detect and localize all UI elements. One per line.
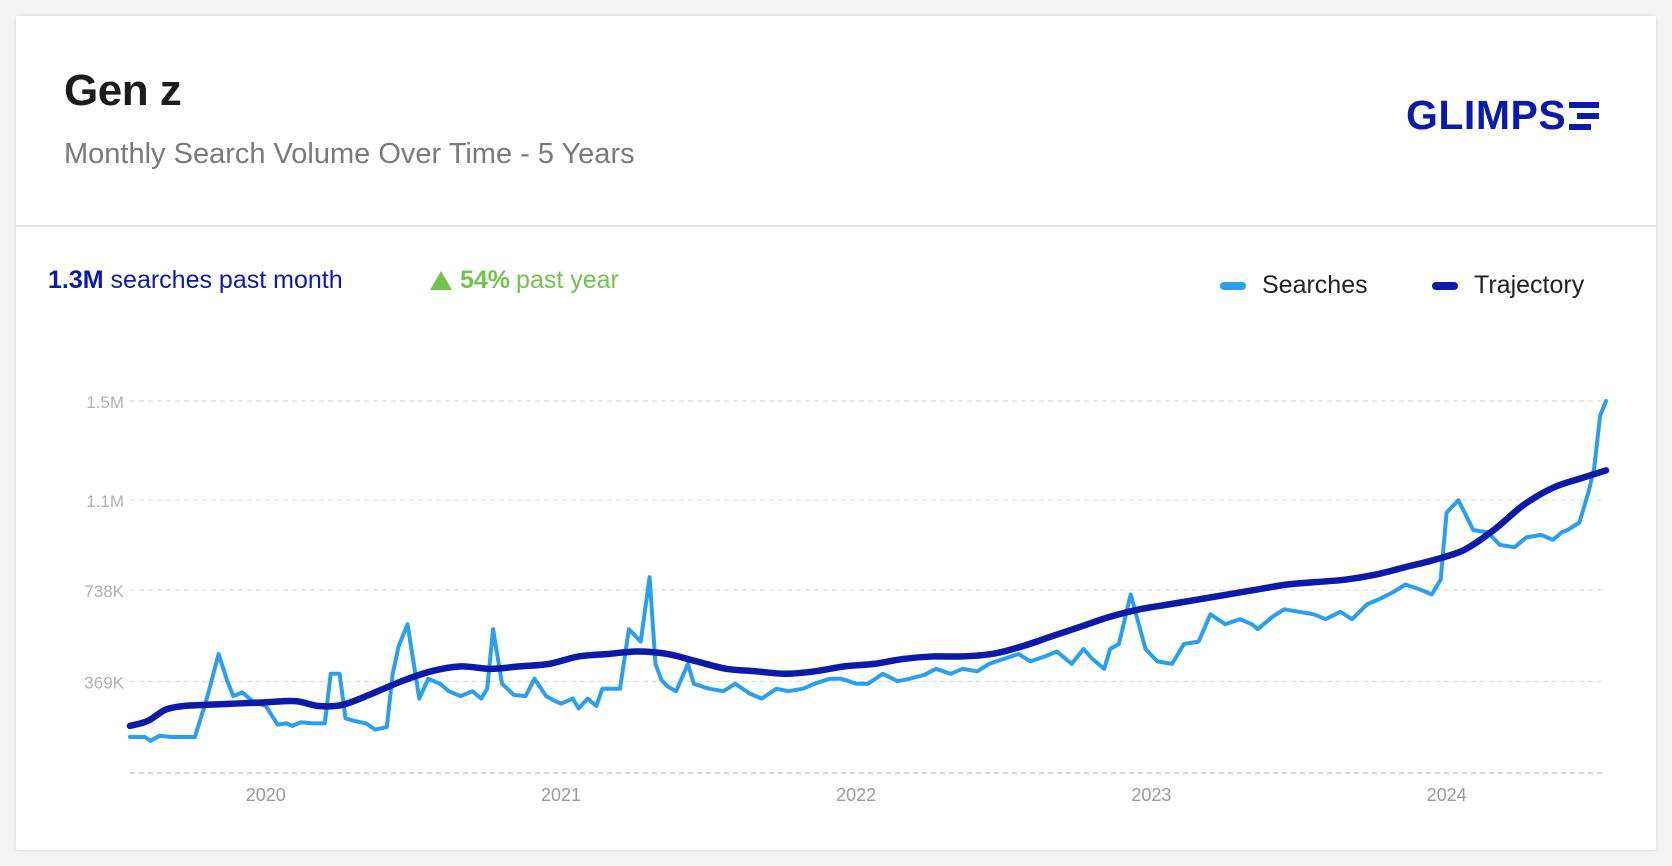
yearly-change-value: 54% — [460, 266, 511, 294]
series-line-searches — [128, 399, 1608, 743]
page-subtitle: Monthly Search Volume Over Time - 5 Year… — [64, 138, 635, 170]
yearly-change-label: past year — [516, 266, 619, 294]
x-tick-label: 2020 — [246, 785, 286, 805]
legend-swatch-trajectory — [1432, 281, 1458, 290]
card-header: Gen z Monthly Search Volume Over Time - … — [16, 16, 1656, 227]
x-tick-label: 2023 — [1131, 785, 1171, 805]
y-tick-label: 738K — [84, 582, 124, 601]
legend-item-trajectory[interactable]: Trajectory — [1432, 271, 1584, 300]
chart-card: Gen z Monthly Search Volume Over Time - … — [16, 16, 1656, 850]
search-volume-value: 1.3M — [48, 266, 104, 294]
x-tick-label: 2022 — [836, 785, 876, 805]
y-tick-label: 1.5M — [86, 393, 124, 412]
search-volume-stat: 1.3M searches past month — [48, 266, 343, 295]
page-title: Gen z — [64, 66, 182, 115]
logo-text: GLIMPS — [1406, 92, 1567, 138]
search-volume-label: searches past month — [110, 266, 343, 294]
glimpse-logo: GLIMPS — [1406, 92, 1600, 139]
y-tick-label: 1.1M — [86, 492, 124, 511]
logo-e-mark-icon — [1569, 101, 1600, 130]
legend-swatch-searches — [1220, 281, 1246, 290]
y-tick-label: 369K — [84, 673, 124, 692]
x-tick-label: 2024 — [1427, 785, 1467, 805]
legend-item-searches[interactable]: Searches — [1220, 271, 1368, 300]
triangle-up-icon — [430, 271, 452, 290]
series-line-trajectory — [126, 467, 1610, 730]
legend-label-searches: Searches — [1262, 271, 1368, 299]
x-tick-label: 2021 — [541, 785, 581, 805]
yearly-change-stat: 54% past year — [430, 266, 619, 295]
legend-label-trajectory: Trajectory — [1474, 271, 1585, 299]
